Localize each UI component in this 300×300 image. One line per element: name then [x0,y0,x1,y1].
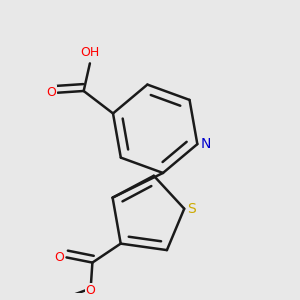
Text: OH: OH [80,46,100,59]
Text: N: N [201,137,211,151]
Text: O: O [46,86,56,99]
Text: O: O [55,251,64,264]
Text: O: O [86,284,96,297]
Text: S: S [187,202,196,216]
